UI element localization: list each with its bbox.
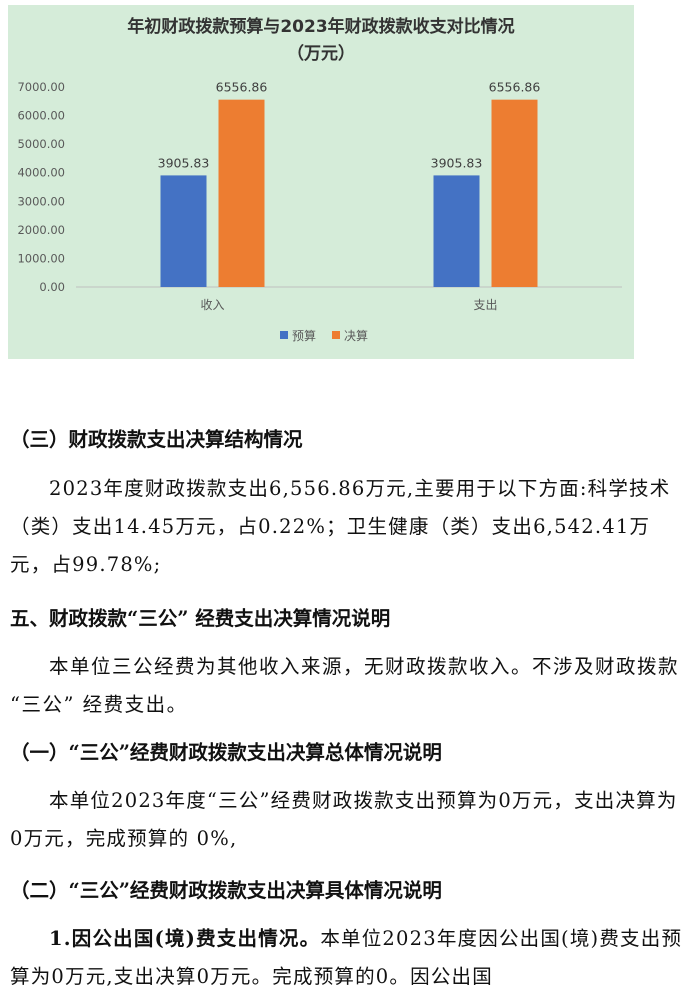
bars-group: 3905.83 6556.86 收入 3905.83 6556.86 支出 [158, 80, 541, 312]
expenditure-structure-paragraph: 2023年度财政拨款支出6,556.86万元,主要用于以下方面:科学技术（类）支… [10, 477, 671, 576]
section-heading-expenditure-structure: （三）财政拨款支出决算结构情况 [10, 428, 303, 451]
y-tick-label: 4000.00 [17, 166, 65, 180]
bar-value-label: 6556.86 [489, 80, 541, 95]
overseas-expense-paragraph: 1.因公出国(境)费支出情况。本单位2023年度因公出国(境)费支出预算为0万元… [10, 920, 686, 996]
y-tick-label: 7000.00 [17, 80, 65, 94]
chart-subtitle: （万元） [287, 43, 355, 64]
y-tick-label: 5000.00 [17, 137, 65, 151]
y-axis: 0.00 1000.00 2000.00 3000.00 4000.00 5000.00 6… [17, 80, 65, 294]
chart-legend: 预算 决算 [280, 328, 368, 343]
x-tick-label: 收入 [200, 298, 224, 312]
y-tick-label: 2000.00 [17, 223, 65, 237]
y-tick-label: 6000.00 [17, 109, 65, 123]
section-heading-three-public: 五、财政拨款“三公” 经费支出决算情况说明 [10, 607, 391, 630]
bar-预算-收入 [160, 175, 207, 287]
y-tick-label: 3000.00 [17, 194, 65, 208]
three-public-source-paragraph: 本单位三公经费为其他收入来源，无财政拨款收入。不涉及财政拨款 “三公” 经费支出… [10, 655, 680, 716]
section-heading-detail: （二）“三公”经费财政拨款支出决算具体情况说明 [10, 879, 442, 902]
overseas-expense-text: 本单位2023年度因公出国(境)费支出预算为0万元,支出决算0万元。完成预算的0… [10, 927, 683, 988]
overall-paragraph: 本单位2023年度“三公”经费财政拨款支出预算为0万元，支出决算为 0万元，完成… [10, 789, 678, 850]
bar-预算-支出 [433, 175, 480, 287]
legend-label: 预算 [292, 328, 316, 343]
overseas-expense-lead: 1.因公出国(境)费支出情况。 [49, 927, 321, 950]
y-tick-label: 1000.00 [17, 251, 65, 265]
bar-决算-收入 [218, 99, 265, 288]
y-tick-label: 0.00 [39, 280, 65, 294]
x-tick-label: 支出 [473, 298, 497, 312]
chart-svg: 年初财政拨款预算与2023年财政拨款收支对比情况 （万元） 0.00 1000.0… [17, 16, 622, 343]
bar-决算-支出 [491, 99, 538, 288]
section-heading-overall: （一）“三公”经费财政拨款支出决算总体情况说明 [10, 741, 442, 764]
legend-swatch [332, 331, 340, 339]
bar-value-label: 6556.86 [216, 80, 268, 95]
budget-comparison-chart: 年初财政拨款预算与2023年财政拨款收支对比情况 （万元） 0.00 1000.0… [8, 5, 634, 359]
chart-title: 年初财政拨款预算与2023年财政拨款收支对比情况 [127, 16, 514, 37]
legend-swatch [280, 331, 288, 339]
bar-value-label: 3905.83 [431, 155, 483, 170]
legend-label: 决算 [344, 328, 368, 343]
bar-value-label: 3905.83 [158, 155, 210, 170]
